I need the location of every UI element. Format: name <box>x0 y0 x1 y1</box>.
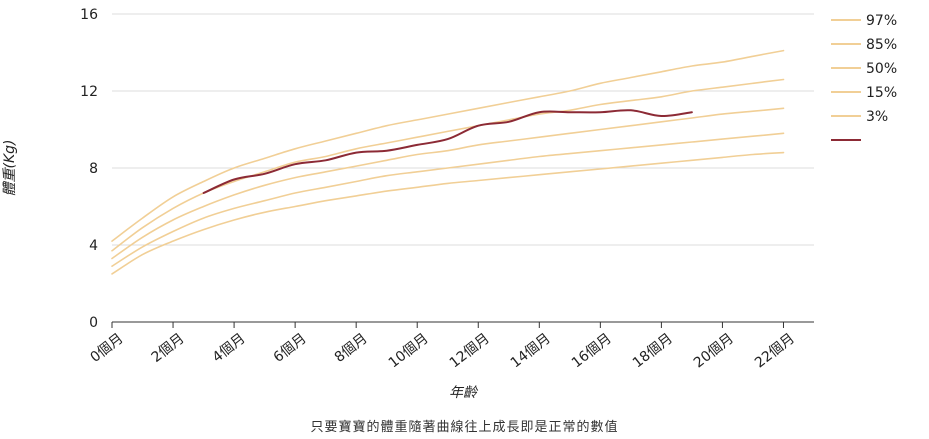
legend-label: 15% <box>866 85 897 101</box>
growth-chart: 0 4 8 12 16 0個月 2個月 4個月 6個月 8個月 10個月 12個月 14個月 16個月 1… <box>2 7 897 401</box>
percentile-line-5 <box>111 151 785 275</box>
x-tick-label: 20個月 <box>691 331 737 372</box>
y-tick-label: 4 <box>89 238 98 254</box>
x-tick-label: 16個月 <box>569 331 615 372</box>
y-tick-label: 12 <box>80 84 98 100</box>
legend-label: 50% <box>866 61 897 77</box>
x-tick-label: 2個月 <box>149 331 188 366</box>
x-tick-label: 4個月 <box>210 331 249 366</box>
legend: 97% 85% 50% 15% 3% <box>831 13 897 141</box>
x-axis-label: 年齡 <box>449 385 479 401</box>
x-tick-label: 10個月 <box>386 331 432 372</box>
percentile-line-3 <box>111 107 785 260</box>
legend-label: 85% <box>866 37 897 53</box>
series-lines <box>111 49 785 275</box>
legend-label: 3% <box>866 109 888 125</box>
x-tick-label: 14個月 <box>508 331 554 372</box>
percentile-line-2 <box>111 78 785 252</box>
gridlines <box>112 13 814 323</box>
y-axis-ticks: 0 4 8 12 16 <box>80 7 98 331</box>
baby-weight-line <box>202 109 693 194</box>
x-tick-label: 18個月 <box>630 331 676 372</box>
x-tick-label: 22個月 <box>752 331 798 372</box>
x-tick-label: 8個月 <box>332 331 371 366</box>
x-tick-label: 12個月 <box>447 331 493 372</box>
x-axis-ticks: 0個月 2個月 4個月 6個月 8個月 10個月 12個月 14個月 16個月 18個月 20個月 2… <box>88 322 798 371</box>
y-axis-label: 體重(Kg) <box>2 140 18 197</box>
y-tick-label: 16 <box>80 7 98 23</box>
chart-caption: 只要寶寶的體重隨著曲線往上成長即是正常的數值 <box>310 420 619 435</box>
percentile-line-1 <box>111 49 785 242</box>
y-tick-label: 8 <box>89 161 98 177</box>
x-tick-label: 0個月 <box>88 331 127 366</box>
percentile-line-4 <box>111 132 785 267</box>
legend-label: 97% <box>866 13 897 29</box>
x-tick-label: 6個月 <box>271 331 310 366</box>
y-tick-label: 0 <box>89 315 98 331</box>
